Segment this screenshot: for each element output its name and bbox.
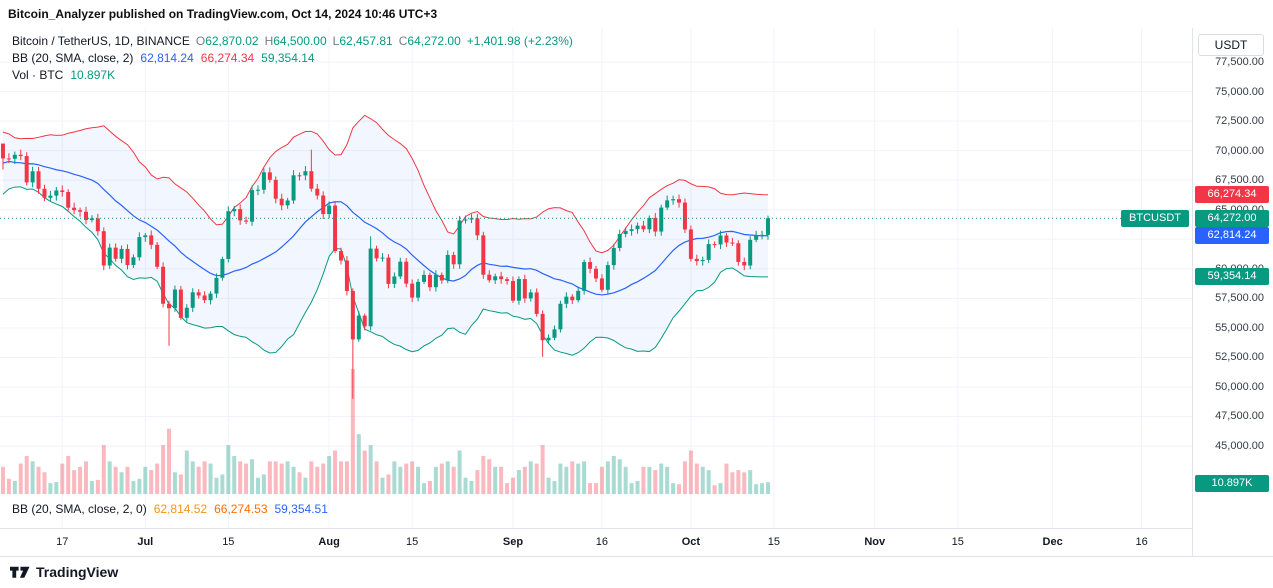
- price-tick-label: 77,500.00: [1215, 56, 1264, 68]
- time-axis-label[interactable]: 15: [222, 536, 235, 548]
- publish-banner-text: Bitcoin_Analyzer published on TradingVie…: [8, 7, 438, 21]
- time-axis-label[interactable]: 15: [406, 536, 419, 548]
- tradingview-logo[interactable]: TradingView: [10, 564, 118, 580]
- time-axis-label[interactable]: Nov: [864, 536, 886, 548]
- symbol-label-pill: BTCUSDT: [1121, 210, 1189, 228]
- legend-bb-row: BB (20, SMA, close, 2) 62,814.24 66,274.34…: [12, 50, 573, 67]
- price-badge-0: 66,274.34: [1195, 186, 1269, 204]
- ohlc-C: C64,272.00: [398, 34, 461, 48]
- time-axis-label[interactable]: Sep: [502, 536, 524, 548]
- bb-value-0: 62,814.24: [140, 51, 194, 65]
- price-tick-label: 52,500.00: [1215, 351, 1264, 364]
- time-axis-label[interactable]: 15: [951, 536, 964, 548]
- time-axis-label[interactable]: Jul: [137, 536, 154, 548]
- symbol-title[interactable]: Bitcoin / TetherUS, 1D, BINANCE: [12, 34, 190, 48]
- price-axis[interactable]: USDT 77,500.00 75,000.00 72,500.00 70,000.0…: [1192, 28, 1273, 556]
- price-tick-label: 55,000.00: [1215, 321, 1264, 334]
- time-axis-label[interactable]: Oct: [681, 536, 701, 548]
- bb-indicator-title[interactable]: BB (20, SMA, close, 2): [12, 51, 134, 65]
- price-tick-label: 50,000.00: [1215, 380, 1264, 393]
- tradingview-logo-icon: [10, 566, 30, 578]
- price-badge-3: 59,354.14: [1195, 267, 1269, 285]
- bollinger-bands: [2, 114, 768, 356]
- volume-value: 10.897K: [70, 68, 116, 82]
- chart-legend: Bitcoin / TetherUS, 1D, BINANCE O62,870.0…: [12, 33, 573, 84]
- ohlc-L: L62,457.81: [332, 34, 393, 48]
- price-tick-label: 67,500.00: [1215, 174, 1264, 187]
- bb-value-2: 59,354.14: [261, 51, 315, 65]
- price-badge-2: 62,814.24: [1195, 227, 1269, 245]
- volume-bars: [0, 369, 770, 494]
- bottom-bb-values: 62,814.52 66,274.53 59,354.51: [147, 502, 328, 516]
- currency-selector[interactable]: USDT: [1198, 34, 1264, 56]
- volume-indicator-title[interactable]: Vol · BTC: [12, 68, 64, 82]
- price-chart-svg[interactable]: [0, 28, 1192, 528]
- time-axis-label[interactable]: Dec: [1042, 536, 1063, 548]
- price-tick-label: 72,500.00: [1215, 115, 1264, 128]
- price-tick-label: 57,500.00: [1215, 292, 1264, 305]
- legend-main-row: Bitcoin / TetherUS, 1D, BINANCE O62,870.0…: [12, 33, 573, 50]
- ohlc-O: O62,870.02: [195, 34, 259, 48]
- chart-plot-area[interactable]: Bitcoin / TetherUS, 1D, BINANCE O62,870.0…: [0, 28, 1192, 528]
- publish-banner: Bitcoin_Analyzer published on TradingVie…: [0, 0, 1273, 28]
- price-change: +1,401.98 (+2.23%): [466, 34, 573, 48]
- price-tick-label: 45,000.00: [1215, 440, 1264, 452]
- bb-values: 62,814.24 66,274.34 59,354.14: [133, 51, 314, 65]
- footer-bar: TradingView: [0, 556, 1273, 588]
- bottom-bb-title[interactable]: BB (20, SMA, close, 2, 0): [12, 502, 147, 516]
- price-tick-label: 70,000.00: [1215, 144, 1264, 157]
- bottom-bb-value-0: 62,814.52: [153, 502, 208, 516]
- time-axis[interactable]: 17 Jul 15 Aug 15 Sep 16 Oct 15 Nov 15 Dec 16: [0, 528, 1192, 556]
- ohlc-values: O62,870.02 H64,500.00 L62,457.81 C64,272.00: [190, 34, 461, 48]
- legend-volume-row: Vol · BTC 10.897K: [12, 67, 573, 84]
- time-axis-label[interactable]: 16: [1135, 536, 1148, 548]
- bottom-bb-value-2: 59,354.51: [274, 502, 328, 516]
- candlesticks: [0, 143, 770, 399]
- price-badge-1: 64,272.00: [1195, 209, 1269, 227]
- ohlc-H: H64,500.00: [264, 34, 327, 48]
- time-axis-label[interactable]: 15: [767, 536, 781, 548]
- time-axis-label[interactable]: 17: [56, 536, 69, 548]
- price-tick-label: 47,500.00: [1215, 410, 1264, 423]
- bb-value-1: 66,274.34: [200, 51, 255, 65]
- price-badge-4: 10.897K: [1195, 474, 1269, 492]
- price-tick-label: 75,000.00: [1215, 85, 1264, 98]
- bottom-bb-legend: BB (20, SMA, close, 2, 0) 62,814.52 66,274…: [12, 502, 328, 516]
- bottom-bb-value-1: 66,274.53: [214, 502, 268, 516]
- time-axis-label[interactable]: Aug: [318, 536, 340, 548]
- tradingview-logo-text: TradingView: [36, 564, 119, 580]
- time-axis-label[interactable]: 16: [595, 536, 609, 548]
